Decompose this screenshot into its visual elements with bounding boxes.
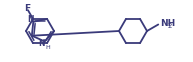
- Text: H: H: [46, 45, 50, 50]
- Text: NH: NH: [160, 20, 175, 29]
- Text: N: N: [27, 15, 34, 24]
- Text: 2: 2: [168, 23, 172, 29]
- Text: F: F: [24, 4, 30, 13]
- Text: N: N: [39, 39, 45, 48]
